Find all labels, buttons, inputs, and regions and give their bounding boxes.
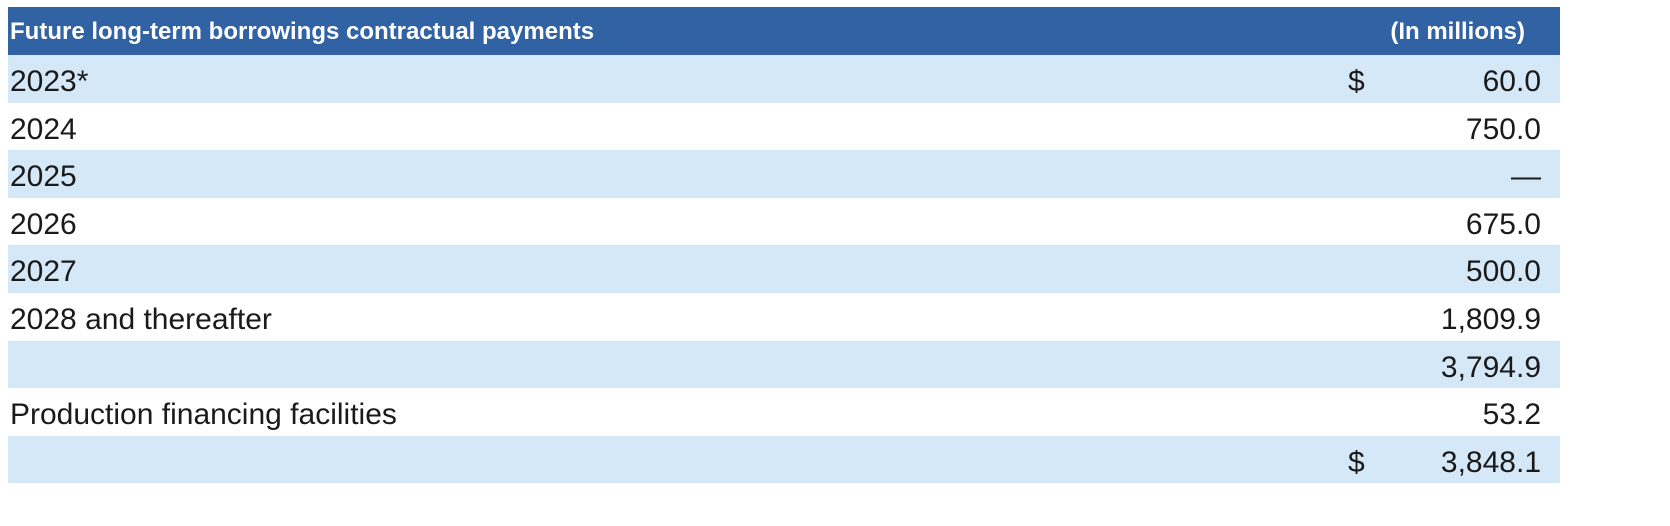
currency-symbol: $ bbox=[1348, 445, 1365, 479]
table-row: 2027 500.0 bbox=[8, 245, 1560, 293]
borrowings-payments-table: Future long-term borrowings contractual … bbox=[8, 7, 1560, 484]
row-label: 2027 bbox=[10, 255, 77, 289]
row-amount: 60.0 bbox=[1482, 65, 1541, 98]
currency-symbol: $ bbox=[1348, 65, 1365, 98]
table-header: Future long-term borrowings contractual … bbox=[8, 7, 1560, 55]
row-label: 2028 and thereafter bbox=[10, 302, 272, 336]
row-label: 2025 bbox=[10, 160, 77, 194]
subtotal-amount: 3,794.9 bbox=[1440, 350, 1541, 384]
row-amount: 500.0 bbox=[1465, 255, 1541, 289]
table-row: 2023* $ 60.0 bbox=[8, 55, 1560, 103]
row-amount: — bbox=[1511, 160, 1541, 194]
row-amount: 675.0 bbox=[1465, 207, 1541, 241]
row-label: Production financing facilities bbox=[10, 398, 397, 432]
table-row: 2024 750.0 bbox=[8, 102, 1560, 151]
row-amount: 750.0 bbox=[1465, 112, 1541, 146]
table-row: 2028 and thereafter 1,809.9 bbox=[8, 292, 1560, 341]
subtotal-row: 3,794.9 bbox=[8, 340, 1560, 389]
row-amount: 1,809.9 bbox=[1440, 302, 1541, 336]
row-label: 2024 bbox=[10, 112, 77, 146]
row-label: 2026 bbox=[10, 207, 77, 241]
total-row: $ 3,848.1 bbox=[8, 435, 1560, 484]
unit-label: (In millions) bbox=[1390, 18, 1525, 45]
table-row: 2026 675.0 bbox=[8, 197, 1560, 246]
total-amount: 3,848.1 bbox=[1440, 445, 1541, 479]
row-amount: 53.2 bbox=[1482, 398, 1541, 432]
table-row: Production financing facilities 53.2 bbox=[8, 388, 1560, 436]
table-title: Future long-term borrowings contractual … bbox=[10, 18, 595, 45]
table-row: 2025 — bbox=[8, 150, 1560, 198]
row-label: 2023* bbox=[10, 65, 89, 98]
